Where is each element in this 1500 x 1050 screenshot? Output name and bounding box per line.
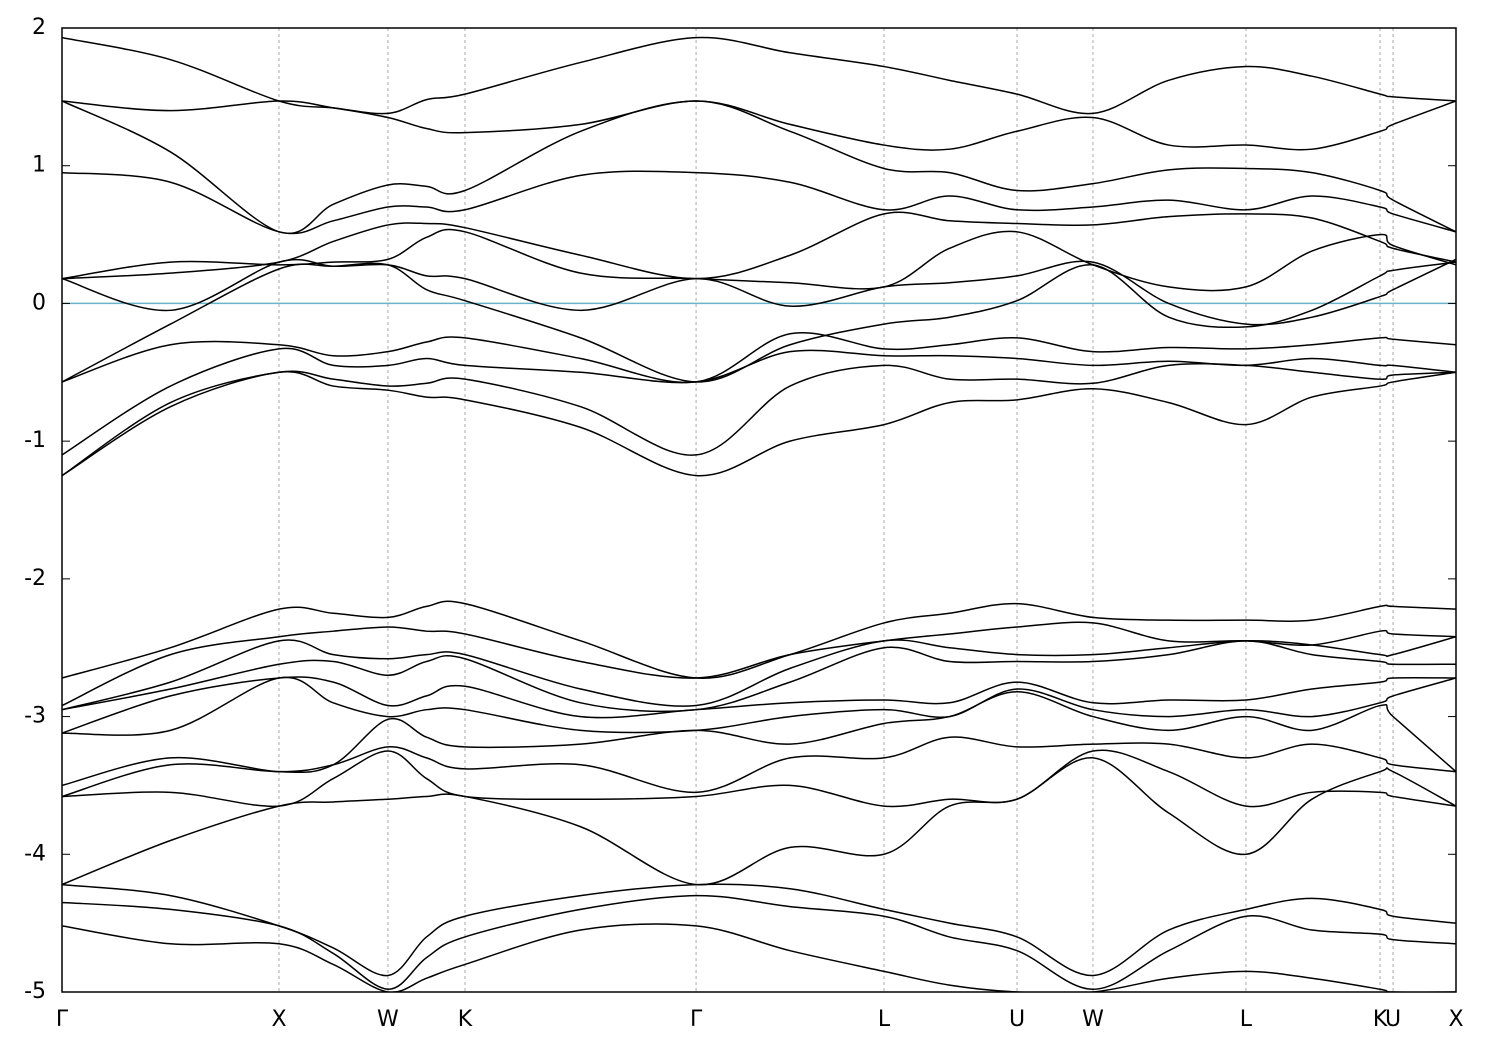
y-tick-label: -3 [24,704,46,729]
y-tick-label: -5 [24,979,46,1004]
x-tick-label: U [1385,1007,1401,1032]
band-line [62,36,1456,115]
y-tick-label: 0 [32,290,46,315]
band-line [62,736,1456,798]
band-line [62,363,1456,477]
x-tick-label: Γ [690,1007,703,1032]
x-tick-label: K [458,1007,473,1032]
band-line [62,371,1456,477]
band-line [62,600,1456,679]
x-tick-label: K [1373,1007,1388,1032]
band-line [62,211,1456,280]
band-line [62,100,1456,151]
band-line [62,100,1456,235]
plot-frame [61,27,1457,993]
band-line [62,170,1456,235]
x-tick-label: X [271,1007,286,1032]
x-tick-label: L [1240,1007,1253,1032]
band-line [62,228,1456,292]
band-line [62,635,1456,711]
band-line [62,894,1456,990]
x-tick-label: L [878,1007,891,1032]
y-tick-label: 1 [32,153,46,178]
band-line [62,621,1456,707]
y-tick-label: -1 [24,428,46,453]
band-line [62,676,1456,736]
x-tick-label: X [1448,1007,1463,1032]
band-line [62,347,1456,456]
bands [62,36,1456,992]
band-line [62,749,1456,808]
x-tick-label: W [1082,1007,1104,1032]
band-line [62,332,1456,384]
y-tick-label: 2 [32,15,46,40]
y-tick-label: -4 [24,841,46,866]
x-tick-label: U [1009,1007,1025,1032]
band-line [62,676,1456,734]
band-line [62,258,1456,326]
band-line [62,923,1456,992]
y-tick-label: -2 [24,566,46,591]
band-line [62,261,1456,383]
band-line [62,640,1456,713]
x-tick-label: Γ [56,1007,69,1032]
band-line [62,757,1456,886]
band-line [62,883,1456,977]
x-tick-label: W [377,1007,399,1032]
grid [61,28,1457,992]
